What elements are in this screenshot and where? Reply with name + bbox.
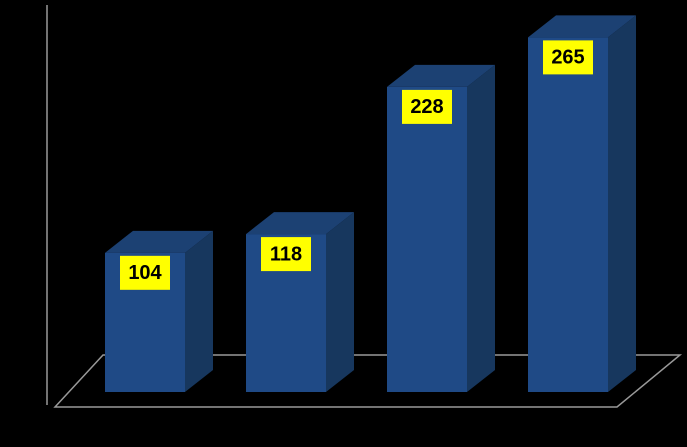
- value-label: 118: [270, 243, 302, 265]
- value-label: 104: [128, 262, 162, 284]
- value-label: 228: [410, 96, 443, 118]
- value-label: 265: [551, 47, 584, 69]
- value-label-box: [543, 40, 593, 75]
- bar: [528, 37, 608, 393]
- bar-side: [185, 230, 213, 392]
- bar-top: [105, 230, 213, 253]
- bar-top: [387, 64, 495, 87]
- bar-side: [608, 15, 636, 393]
- value-label-box: [120, 255, 170, 290]
- bar: [387, 86, 467, 393]
- plot-frame: [46, 5, 683, 408]
- bar-top: [528, 15, 636, 38]
- value-label-box: [261, 237, 311, 272]
- bar-top: [246, 212, 354, 235]
- floor: [53, 354, 683, 408]
- value-label-box: [402, 89, 452, 124]
- bar-side: [467, 64, 495, 393]
- bar-side: [326, 212, 354, 392]
